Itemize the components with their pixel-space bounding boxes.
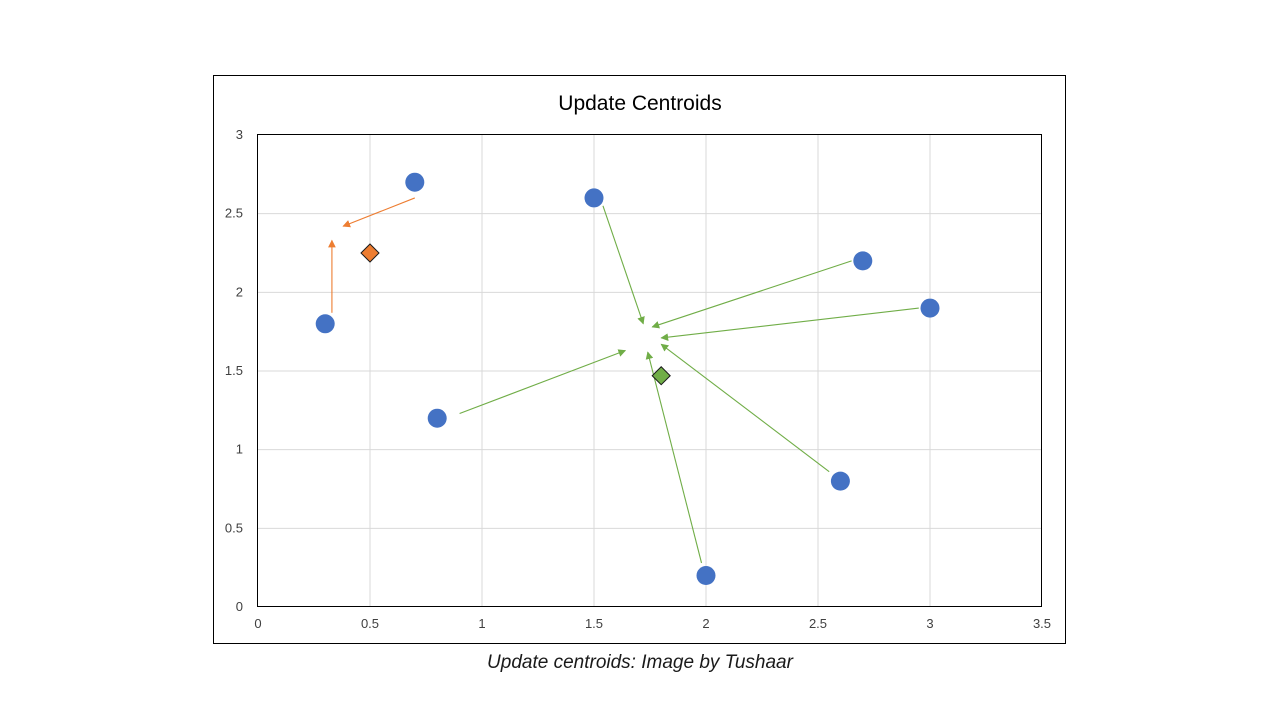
movement-arrow	[602, 205, 645, 325]
y-tick-label: 1	[236, 442, 243, 457]
movement-arrow	[660, 343, 830, 473]
x-tick-label: 0.5	[361, 616, 379, 631]
x-tick-label: 2.5	[809, 616, 827, 631]
data-point	[427, 408, 447, 428]
movement-arrow	[645, 351, 703, 564]
data-point	[830, 471, 850, 491]
y-tick-label: 2.5	[225, 206, 243, 221]
grid	[258, 135, 1042, 607]
centroids	[360, 243, 671, 386]
y-tick-label: 2	[236, 284, 243, 299]
data-point	[405, 172, 425, 192]
data-point	[584, 188, 604, 208]
x-tick-label: 0	[254, 616, 261, 631]
x-tick-label: 3.5	[1033, 616, 1051, 631]
x-tick-label: 3	[926, 616, 933, 631]
figure-caption: Update centroids: Image by Tushaar	[487, 652, 793, 673]
x-tick-label: 1.5	[585, 616, 603, 631]
axis-tick-labels: 0 0.5 1 1.5 2 2.5 3 3.5 0 0.5 1 1.5 2 2.5 3	[225, 127, 1051, 631]
chart-title: Update Centroids	[558, 92, 721, 115]
chart-frame: Update Centroids 0 0.5 1 1.5 2 2.5 3 3.5 0 0.5 1 1.…	[213, 75, 1066, 644]
data-points	[315, 172, 940, 586]
y-tick-label: 1.5	[225, 363, 243, 378]
x-tick-label: 1	[478, 616, 485, 631]
y-tick-label: 0.5	[225, 520, 243, 535]
data-point	[853, 251, 873, 271]
movement-arrow	[459, 349, 627, 414]
movement-arrow	[660, 307, 919, 341]
y-tick-label: 0	[236, 599, 243, 614]
scatter-chart: Update Centroids 0 0.5 1 1.5 2 2.5 3 3.5 0 0.5 1 1.…	[225, 92, 1051, 631]
movement-arrow	[651, 260, 852, 329]
data-point	[920, 298, 940, 318]
movement-arrow	[342, 197, 416, 228]
centroid-marker	[651, 366, 671, 386]
data-point	[696, 566, 716, 586]
x-tick-label: 2	[702, 616, 709, 631]
y-tick-label: 3	[236, 127, 243, 142]
movement-arrows	[328, 197, 919, 564]
plot-area-border	[257, 134, 1042, 607]
data-point	[315, 314, 335, 334]
centroid-marker	[360, 243, 380, 263]
